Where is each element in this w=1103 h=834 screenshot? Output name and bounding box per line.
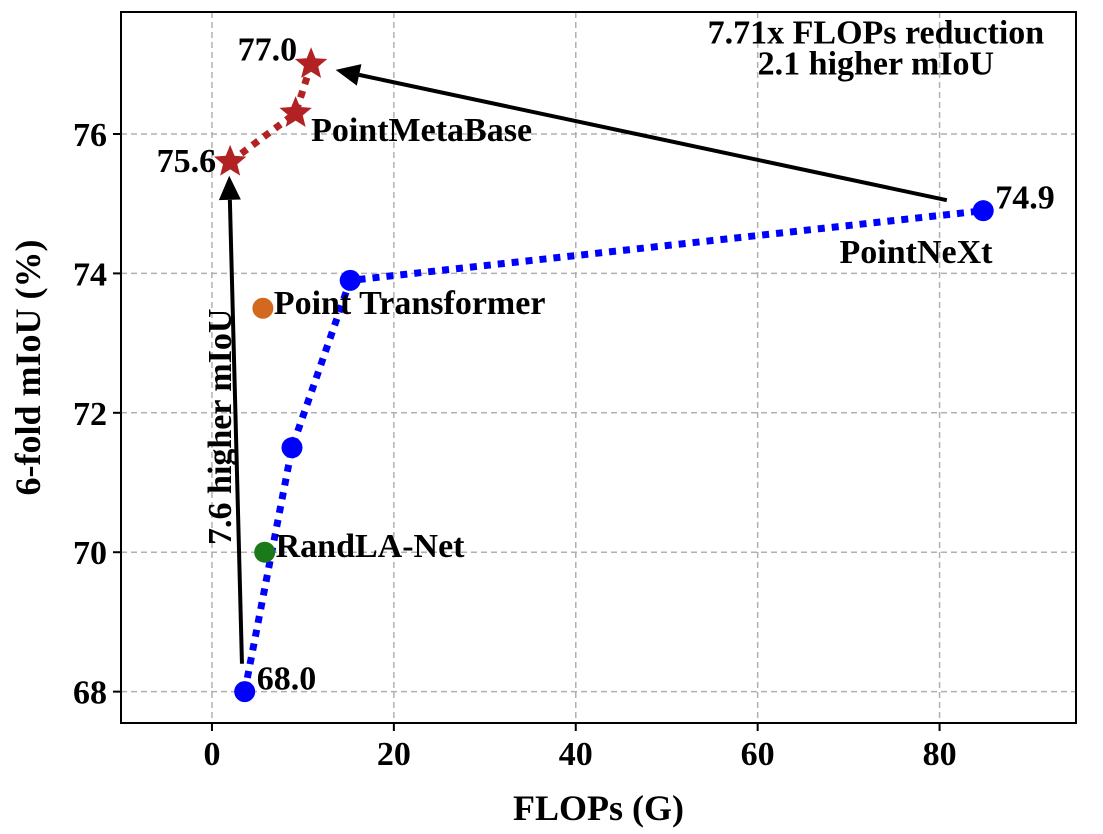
x-tick-label: 20 [377,736,411,773]
series-label-pointmetabase: PointMetaBase [311,112,532,149]
series-label-point-transformer: Point Transformer [274,285,546,322]
arrow-shaft [227,199,244,664]
point-label-75-6: 75.6 [157,143,217,180]
series-lines [228,63,984,693]
y-tick-label: 74 [73,256,107,293]
pointmetabase-point [294,47,328,79]
grid [113,12,1076,731]
series-label-pointnext: PointNeXt [840,234,994,271]
arrow-head [218,175,241,201]
y-tick-label: 70 [73,535,107,572]
data-markers [213,47,994,703]
y-axis-title: 6-fold mIoU (%) [8,240,48,496]
annotation: 7.6 higher mIoU [202,309,239,545]
annotation: 2.1 higher mIoU [758,46,994,83]
y-tick-label: 76 [73,117,107,154]
arrow-shaft [358,72,948,203]
pointnext-line [241,207,984,693]
pointnext-point [972,200,994,222]
pointmetabase-point [279,96,312,127]
labels: 0 20 40 60 80 68 70 72 74 76 FLOPs (G) 6-fold mIoU … [8,14,1055,828]
x-tick-label: 80 [923,736,957,773]
y-tick-label: 68 [73,675,107,712]
arrows [218,64,948,664]
y-tick-label: 72 [73,396,107,433]
series-label-randla-net: RandLA-Net [276,528,466,565]
point-label-68: 68.0 [257,661,317,698]
pointnext-point [339,269,361,291]
point-transformer-point [252,297,274,319]
x-tick-label: 60 [741,736,775,773]
annotation: 7.71x FLOPs reduction [708,14,1045,51]
point-label-74-9: 74.9 [995,180,1054,217]
x-axis-title: FLOPs (G) [513,788,684,828]
pointmetabase-line [228,63,315,165]
point-label-77-0: 77.0 [238,31,298,68]
arrow-head [335,64,362,86]
x-tick-label: 0 [203,736,220,773]
randla-net-point [254,541,276,563]
pointmetabase-point [213,144,247,176]
plot-frame [120,11,1077,724]
pointnext-point [281,437,303,459]
x-tick-label: 40 [559,736,593,773]
pointnext-point [234,681,256,703]
